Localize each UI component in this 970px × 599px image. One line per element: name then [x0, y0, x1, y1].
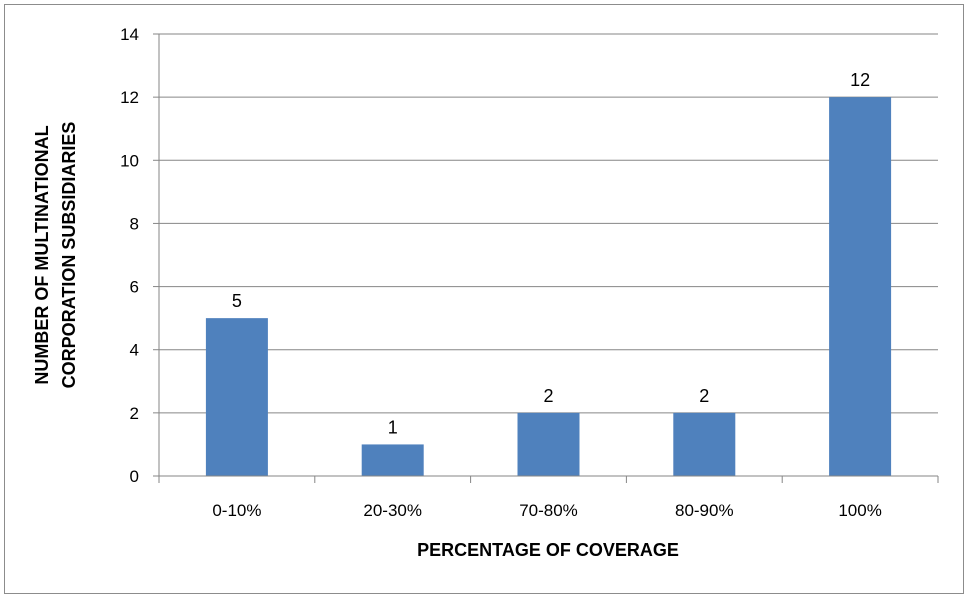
bar [829, 97, 892, 477]
x-tick-label: 100% [838, 501, 881, 520]
data-label: 5 [232, 291, 242, 311]
x-tick-label: 0-10% [212, 501, 261, 520]
x-tick-label: 80-90% [675, 501, 734, 520]
bar [205, 318, 268, 476]
bar [361, 444, 424, 476]
x-tick-labels: 0-10% 20-30% 70-80% 80-90% 100% [212, 501, 882, 520]
data-label: 2 [543, 386, 553, 406]
data-labels: 512 212 [232, 70, 870, 437]
x-tick-label: 70-80% [519, 501, 578, 520]
y-tick-label: 4 [130, 341, 139, 360]
data-label: 12 [850, 70, 870, 90]
x-tick-label: 20-30% [363, 501, 422, 520]
data-label: 1 [388, 417, 398, 437]
axes [153, 33, 939, 483]
y-tick-label: 2 [130, 404, 139, 423]
gridlines [159, 33, 938, 414]
x-axis-title: PERCENTAGE OF COVERAGE [417, 540, 679, 560]
y-tick-label: 14 [120, 25, 139, 44]
y-axis-title-line-2: CORPORATION SUBSIDIARIES [59, 122, 79, 389]
y-tick-label: 10 [120, 151, 139, 170]
y-tick-label: 8 [130, 214, 139, 233]
bar [673, 412, 736, 476]
y-tick-label: 12 [120, 88, 139, 107]
data-label: 2 [699, 386, 709, 406]
bar [517, 412, 580, 476]
chart-frame [4, 4, 964, 594]
y-tick-labels: 0 2 4 6 8 10 12 14 [120, 25, 139, 486]
y-axis-title-line-1: NUMBER OF MULTINATIONAL [32, 125, 52, 384]
y-axis-title: NUMBER OF MULTINATIONAL CORPORATION SUBS… [32, 122, 79, 389]
bars [205, 97, 892, 477]
y-tick-label: 0 [130, 467, 139, 486]
y-tick-label: 6 [130, 278, 139, 297]
